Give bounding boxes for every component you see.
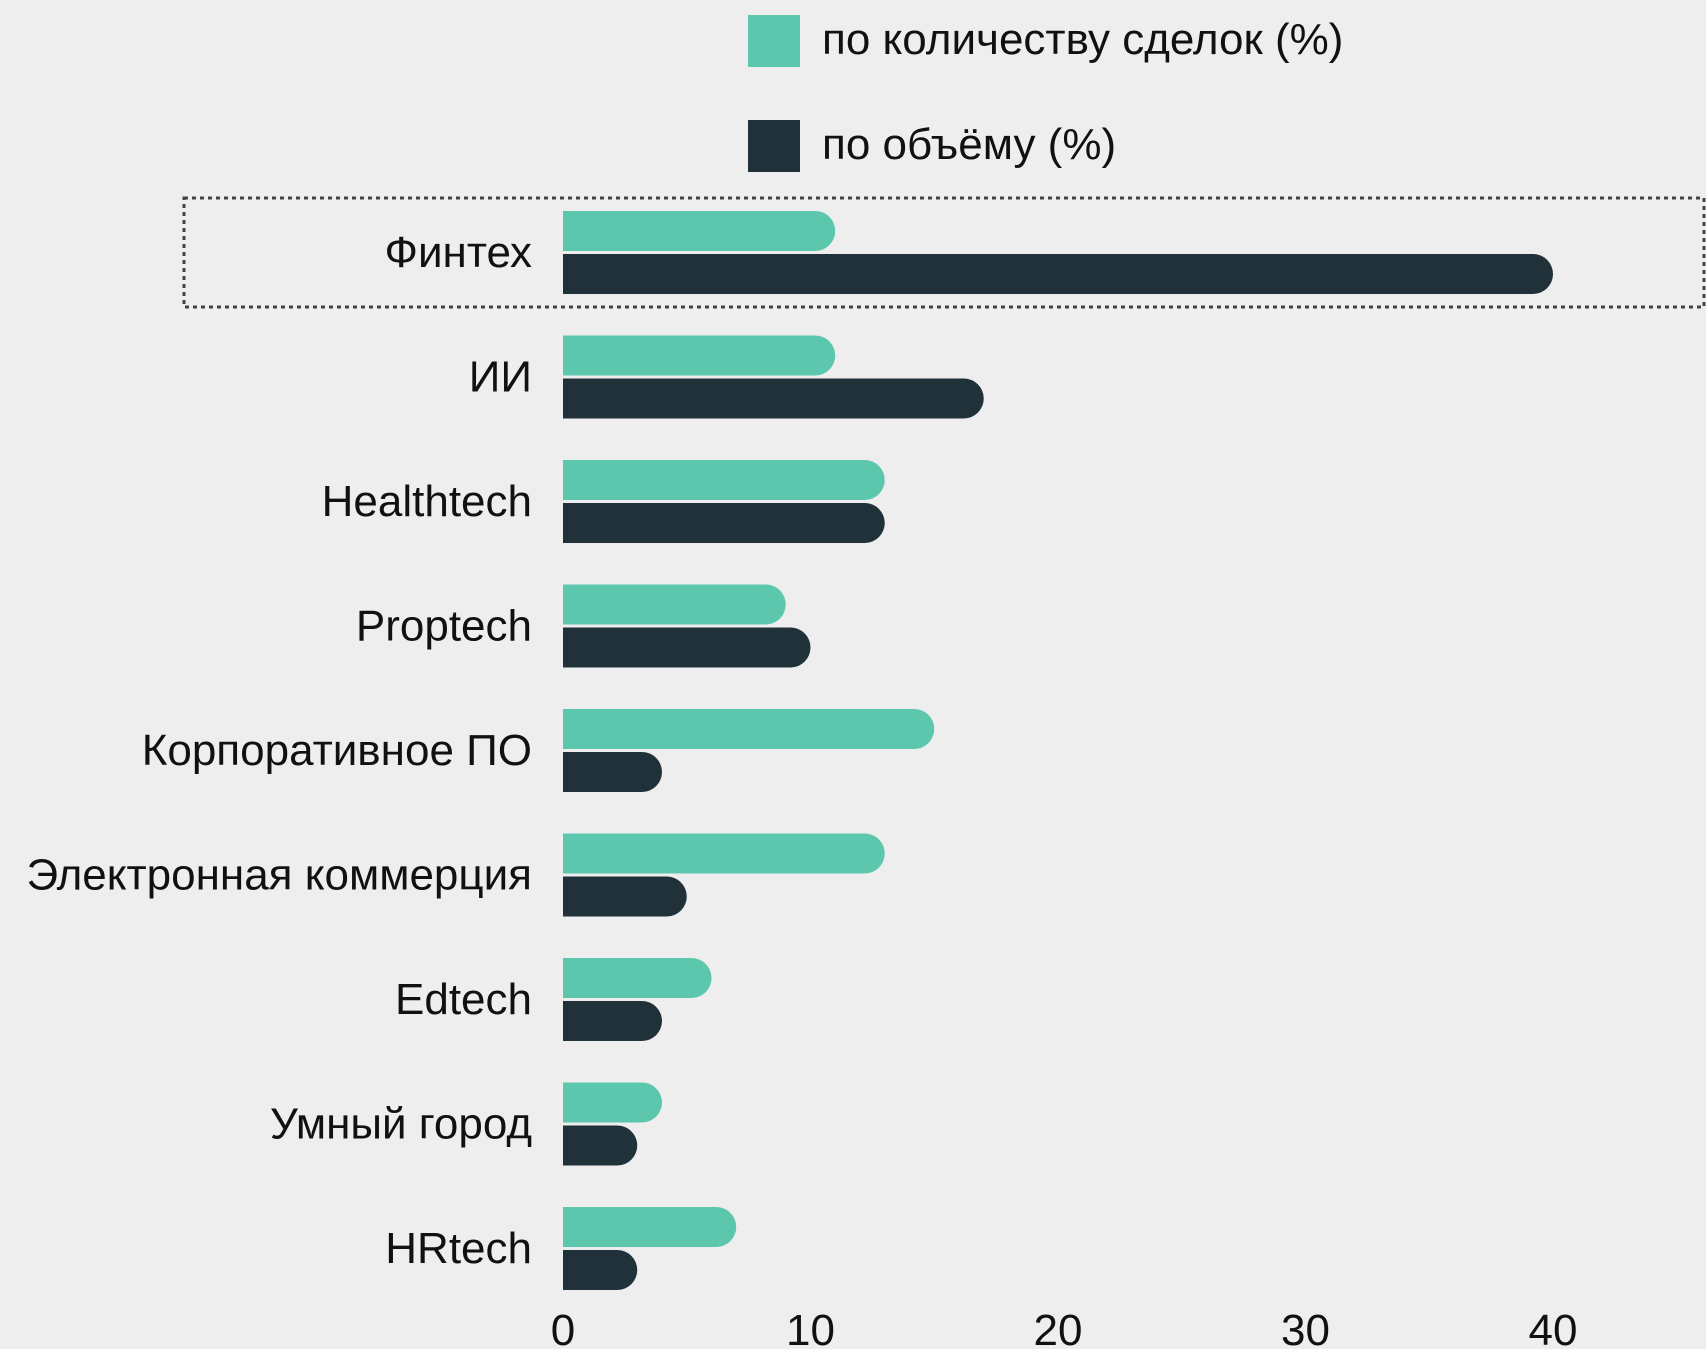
bar-volume-4 <box>563 752 662 792</box>
category-label-1: ИИ <box>469 353 532 402</box>
x-tick-label-3: 30 <box>1281 1306 1330 1349</box>
legend-swatch-count <box>748 15 800 67</box>
category-label-0: Финтех <box>385 228 533 277</box>
category-label-2: Healthtech <box>322 477 532 526</box>
bar-count-3 <box>563 584 786 625</box>
bars <box>563 211 1553 1290</box>
legend-label-volume: по объёму (%) <box>822 120 1116 169</box>
bar-volume-6 <box>563 1001 662 1041</box>
bar-volume-7 <box>563 1125 638 1166</box>
category-label-3: Proptech <box>356 602 532 651</box>
bar-count-2 <box>563 460 885 500</box>
category-label-8: HRtech <box>385 1224 532 1273</box>
bar-volume-5 <box>563 876 687 917</box>
bar-volume-1 <box>563 378 984 419</box>
legend-label-count: по количеству сделок (%) <box>822 15 1343 64</box>
category-labels: Финтех ИИ Healthtech Proptech Корпоративное … <box>26 228 532 1273</box>
category-label-6: Edtech <box>395 975 532 1024</box>
bar-volume-0 <box>563 254 1553 294</box>
category-label-5: Электронная коммерция <box>26 851 532 900</box>
bar-volume-8 <box>563 1250 638 1290</box>
bar-count-0 <box>563 211 836 251</box>
legend: по количеству сделок (%) по объёму (%) <box>748 15 1343 172</box>
highlight-box <box>182 196 1706 309</box>
bar-count-5 <box>563 833 885 874</box>
x-tick-label-4: 40 <box>1529 1306 1578 1349</box>
bar-count-1 <box>563 335 836 376</box>
x-tick-label-1: 10 <box>786 1306 835 1349</box>
legend-swatch-volume <box>748 120 800 172</box>
bar-volume-2 <box>563 503 885 543</box>
bar-count-6 <box>563 958 712 998</box>
x-tick-label-0: 0 <box>551 1306 575 1349</box>
bar-count-7 <box>563 1082 663 1123</box>
bar-count-4 <box>563 709 935 749</box>
bar-count-8 <box>563 1207 737 1247</box>
category-label-7: Умный город <box>270 1100 532 1149</box>
x-axis-ticks: 0 10 20 30 40 <box>551 1306 1578 1349</box>
bar-volume-3 <box>563 627 811 668</box>
x-tick-label-2: 20 <box>1034 1306 1083 1349</box>
category-label-4: Корпоративное ПО <box>142 726 532 775</box>
